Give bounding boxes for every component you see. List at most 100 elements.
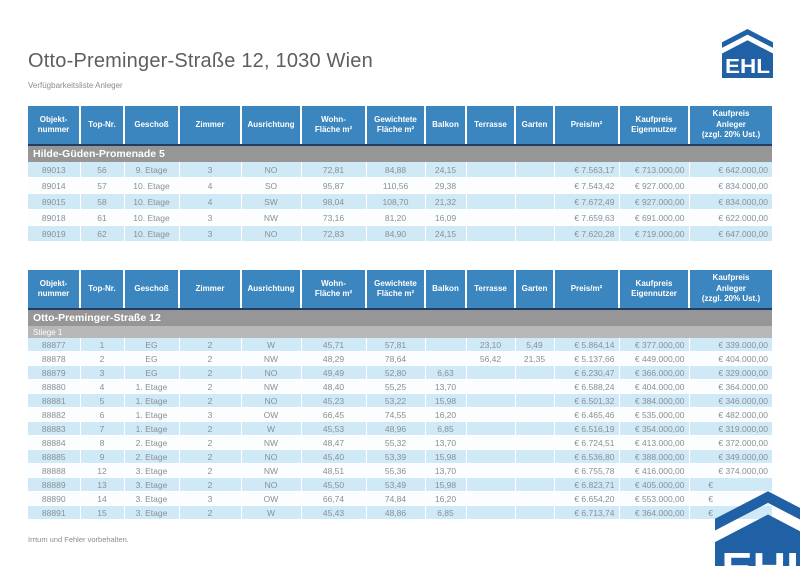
table-row: 89013 56 9. Etage 3 NO 72,81 84,88 24,15 € 7.563… <box>28 162 772 178</box>
column-header: Kaufpreis Eigennutzer <box>619 106 690 146</box>
cell: € 6.588,24 <box>554 379 620 394</box>
table-row: 88891 15 3. Etage 2 W 45,43 48,86 6,85 € 6.713,7… <box>28 505 772 520</box>
cell: € 319.000,00 <box>689 421 772 436</box>
cell: 15 <box>80 505 125 520</box>
cell: € 834.000,00 <box>689 177 772 194</box>
cell: W <box>241 338 302 352</box>
ehl-logo: EHL <box>722 27 773 78</box>
cell: 89015 <box>28 193 81 210</box>
cell: 56 <box>80 162 125 178</box>
cell <box>466 407 516 422</box>
cell: 48,47 <box>301 435 367 450</box>
column-header: Kaufpreis Anleger (zzgl. 20% Ust.) <box>689 106 772 146</box>
cell: NO <box>241 162 302 178</box>
cell: € 349.000,00 <box>689 449 772 464</box>
cell: € 405.000,00 <box>619 477 690 492</box>
cell: € 6.465,46 <box>554 407 620 422</box>
cell: 29,38 <box>425 177 467 194</box>
cell <box>515 421 555 436</box>
cell: € 6.536,80 <box>554 449 620 464</box>
cell <box>466 449 516 464</box>
column-header-row: Objekt- nummer Top-Nr. Geschoß Zimmer Ausric… <box>28 270 772 310</box>
cell: € 364.000,00 <box>689 379 772 394</box>
cell: NO <box>241 449 302 464</box>
cell: € 622.000,00 <box>689 209 772 226</box>
cell: € 6.516,19 <box>554 421 620 436</box>
cell: 53,49 <box>366 477 426 492</box>
cell <box>515 193 555 210</box>
cell: 3 <box>179 225 242 242</box>
cell: 88891 <box>28 505 81 520</box>
cell <box>515 177 555 194</box>
cell: 14 <box>80 491 125 506</box>
table-row: 88882 6 1. Etage 3 OW 66,45 74,55 16,20 € 6.465,… <box>28 407 772 422</box>
column-header: Geschoß <box>124 270 180 310</box>
table-row: 89019 62 10. Etage 3 NO 72,83 84,90 24,15 € 7.62… <box>28 225 772 242</box>
column-header: Preis/m² <box>554 106 620 146</box>
column-header: Balkon <box>425 270 467 310</box>
table-row: 88885 9 2. Etage 2 NO 45,40 53,39 15,98 € 6.536,… <box>28 449 772 464</box>
cell: 3 <box>179 162 242 178</box>
cell: € 354.000,00 <box>619 421 690 436</box>
cell: 45,40 <box>301 449 367 464</box>
cell: 21,32 <box>425 193 467 210</box>
cell <box>466 463 516 478</box>
cell <box>466 435 516 450</box>
cell: € 374.000,00 <box>689 463 772 478</box>
cell: € 5.137,66 <box>554 351 620 366</box>
cell: 53,22 <box>366 393 426 408</box>
subsection-title: Stiege 1 <box>28 326 772 338</box>
cell: 6,85 <box>425 505 467 520</box>
cell: 2 <box>80 351 125 366</box>
cell: 78,64 <box>366 351 426 366</box>
cell: 1. Etage <box>124 379 180 394</box>
cell: 3 <box>179 491 242 506</box>
cell: € 372.000,00 <box>689 435 772 450</box>
cell: 4 <box>179 177 242 194</box>
cell: 13,70 <box>425 435 467 450</box>
cell: 2 <box>179 505 242 520</box>
section-header-row: Otto-Preminger-Straße 12 <box>28 309 772 326</box>
cell: 74,55 <box>366 407 426 422</box>
cell: 15,98 <box>425 477 467 492</box>
cell <box>515 477 555 492</box>
cell: € 7.672,49 <box>554 193 620 210</box>
cell: 3 <box>179 407 242 422</box>
cell <box>425 351 467 366</box>
cell: 2. Etage <box>124 449 180 464</box>
cell: € 6.654,20 <box>554 491 620 506</box>
cell: 48,29 <box>301 351 367 366</box>
cell <box>515 449 555 464</box>
section-header-row: Hilde-Güden-Promenade 5 <box>28 145 772 162</box>
cell: 45,53 <box>301 421 367 436</box>
cell: 89014 <box>28 177 81 194</box>
cell: € 346.000,00 <box>689 393 772 408</box>
cell <box>466 491 516 506</box>
column-header: Objekt- nummer <box>28 270 81 310</box>
cell: 3. Etage <box>124 505 180 520</box>
table-row: 89018 61 10. Etage 3 NW 73,16 81,20 16,09 € 7.65… <box>28 209 772 226</box>
logo-text: EHL <box>725 56 770 78</box>
cell: 81,20 <box>366 209 426 226</box>
cell: 10. Etage <box>124 193 180 210</box>
column-header: Preis/m² <box>554 270 620 310</box>
cell <box>515 435 555 450</box>
cell: 88879 <box>28 365 81 380</box>
cell: € 329.000,00 <box>689 365 772 380</box>
cell <box>515 491 555 506</box>
cell: 3. Etage <box>124 477 180 492</box>
cell: NO <box>241 477 302 492</box>
cell: 45,23 <box>301 393 367 408</box>
table-row: 88888 12 3. Etage 2 NW 48,51 55,36 13,70 € 6.755… <box>28 463 772 478</box>
cell: € 535.000,00 <box>619 407 690 422</box>
cell: 95,87 <box>301 177 367 194</box>
cell: 45,43 <box>301 505 367 520</box>
cell: 2 <box>179 393 242 408</box>
cell: 88889 <box>28 477 81 492</box>
cell <box>466 365 516 380</box>
cell: 12 <box>80 463 125 478</box>
cell: 88882 <box>28 407 81 422</box>
cell <box>466 177 516 194</box>
cell: SW <box>241 193 302 210</box>
cell: 48,96 <box>366 421 426 436</box>
